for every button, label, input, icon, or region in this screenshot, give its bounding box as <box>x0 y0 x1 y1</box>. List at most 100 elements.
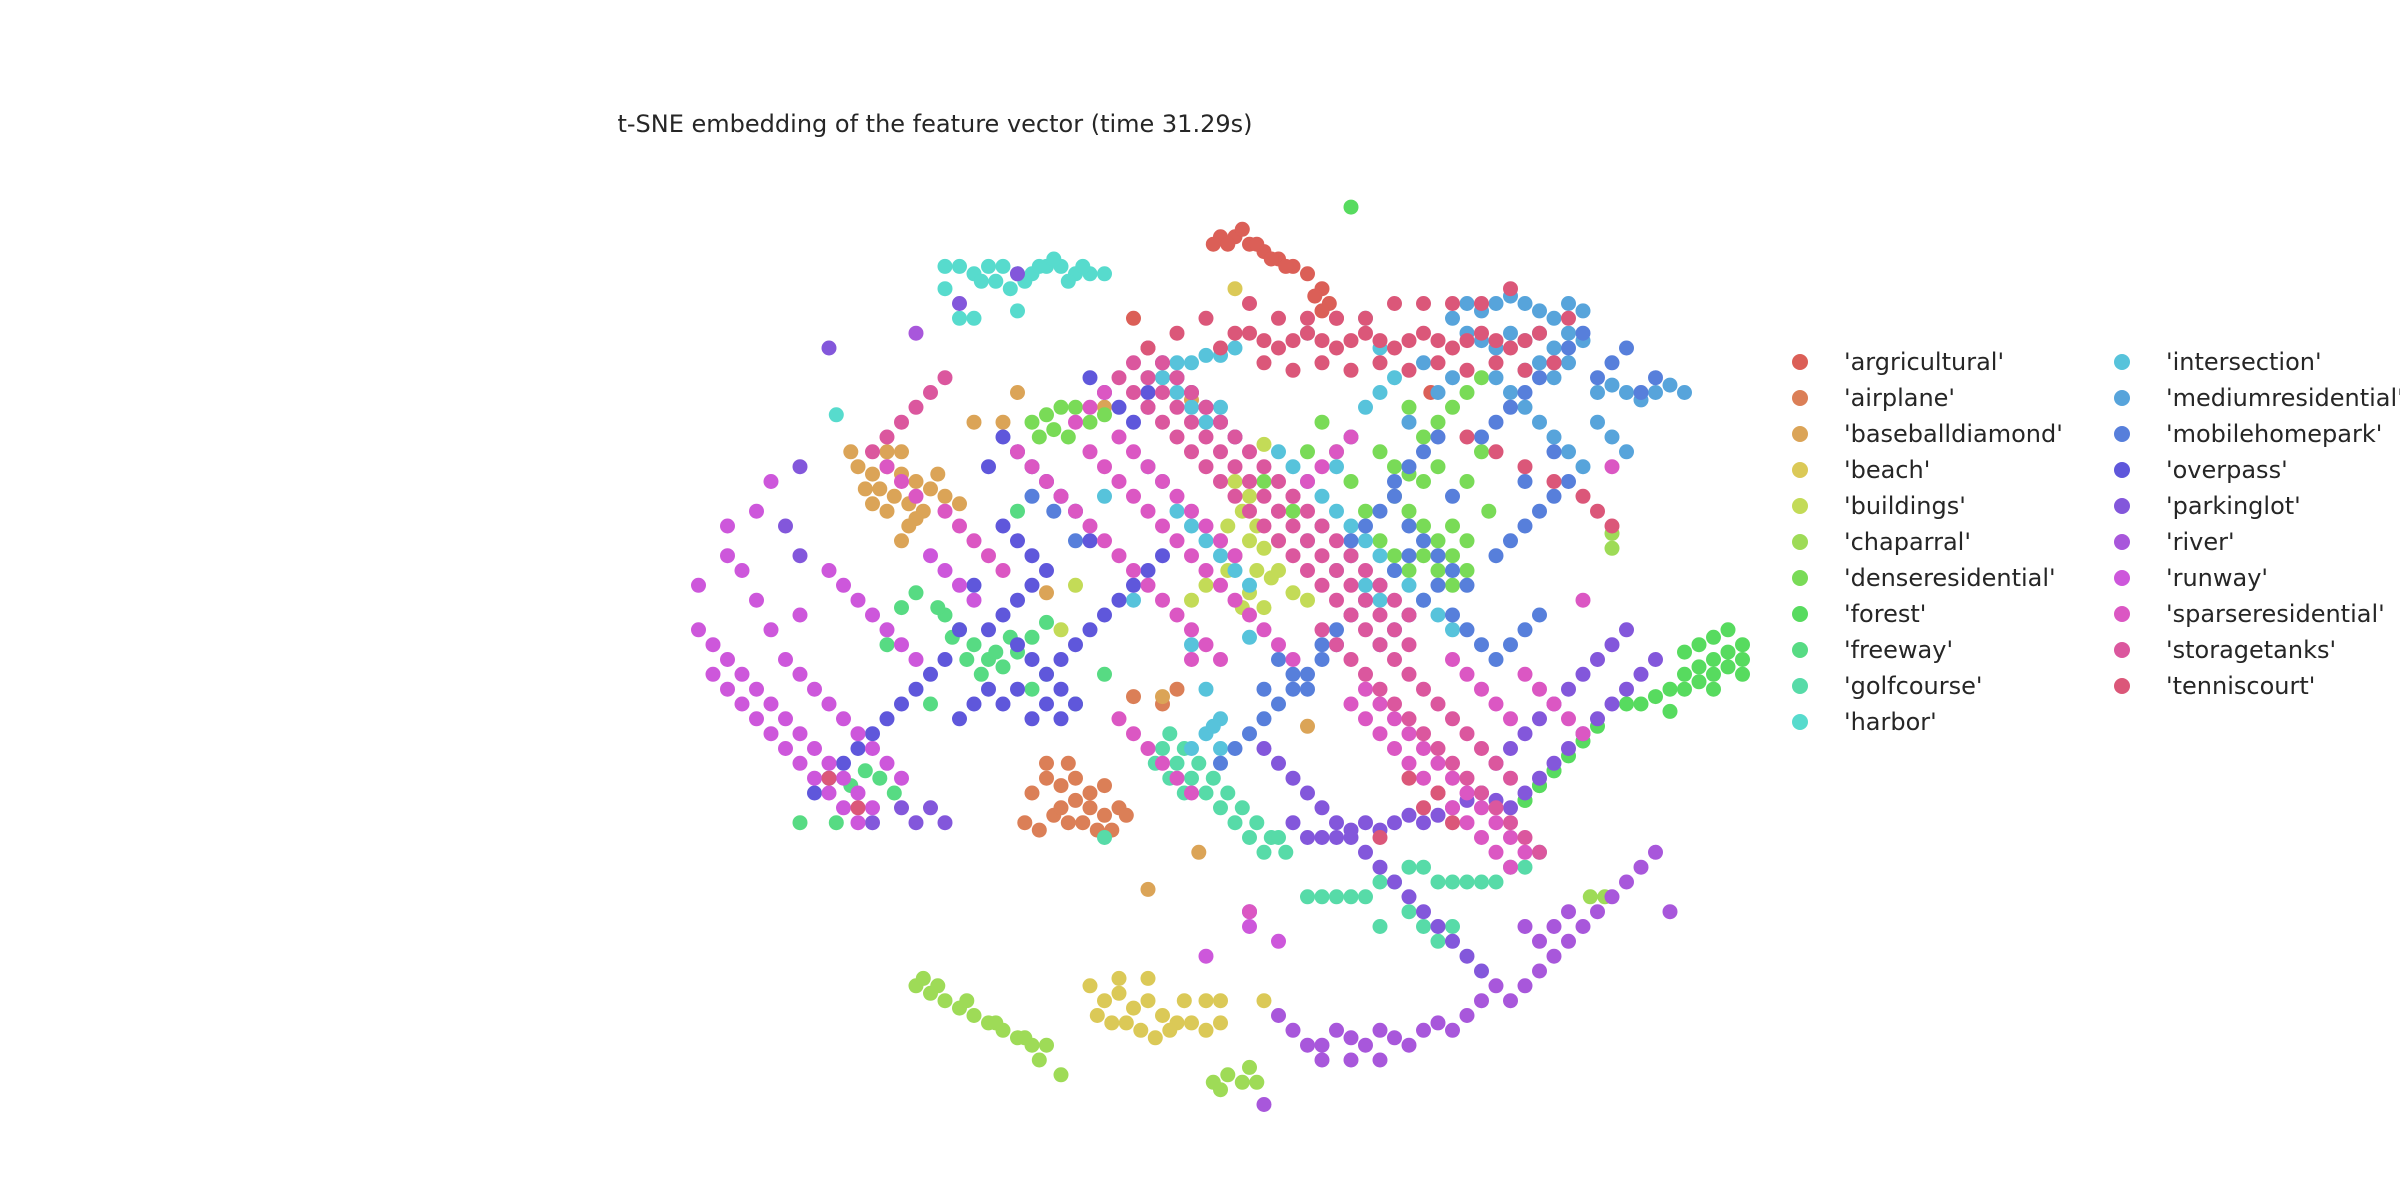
point-runway-21 <box>821 755 837 771</box>
point-harbor-18 <box>966 310 982 326</box>
point-sparseresidential-65 <box>1517 844 1533 860</box>
legend-marker <box>1792 462 1808 478</box>
point-mediumresidential-40 <box>1430 385 1446 400</box>
point-runway-35 <box>836 800 851 816</box>
point-river-29 <box>1314 1052 1330 1068</box>
point-parkinglot-11 <box>1416 904 1431 920</box>
point-golfcourse-3 <box>1198 785 1214 801</box>
point-baseballdiamond-28 <box>1300 718 1315 734</box>
point-intersection-55 <box>1126 592 1141 608</box>
point-sparseresidential-1 <box>1024 459 1040 475</box>
point-sparseresidential-17 <box>1111 474 1127 489</box>
point-chaparral-19 <box>1234 1074 1250 1090</box>
point-airplane-12 <box>1031 822 1047 838</box>
point-river-9 <box>1430 1015 1446 1031</box>
point-denseresidential-17 <box>1445 518 1460 534</box>
point-overpass-32 <box>923 666 938 682</box>
point-mediumresidential-33 <box>1546 370 1562 386</box>
point-mediumresidential-27 <box>1604 377 1620 393</box>
point-overpass-57 <box>1039 696 1054 712</box>
point-sparseresidential-0 <box>1010 444 1025 460</box>
point-mobilehomepark-51 <box>1474 429 1489 445</box>
point-sparseresidential-18 <box>1126 488 1141 504</box>
point-tenniscourt-16 <box>1459 333 1475 349</box>
point-intersection-16 <box>1227 563 1243 578</box>
point-storagetanks-15 <box>1358 563 1373 578</box>
point-runway-18 <box>778 711 793 727</box>
point-mobilehomepark-62 <box>1633 385 1649 400</box>
point-sparseresidential-56 <box>1387 711 1402 727</box>
point-river-5 <box>1372 1022 1388 1038</box>
point-storagetanks-38 <box>1401 637 1417 653</box>
point-storagetanks-6 <box>1227 429 1243 445</box>
point-tenniscourt-24 <box>1285 362 1301 378</box>
point-mediumresidential-7 <box>1546 310 1562 326</box>
point-forest-14 <box>1691 637 1707 653</box>
point-river-8 <box>1416 1022 1431 1038</box>
point-runway-40 <box>865 607 880 623</box>
point-sparseresidential-41 <box>1227 548 1243 564</box>
point-baseballdiamond-30 <box>1140 881 1156 897</box>
point-parkinglot-48 <box>1575 666 1591 682</box>
point-storagetanks-67 <box>865 444 880 460</box>
point-harbor-0 <box>937 258 953 274</box>
point-storagetanks-5 <box>1213 414 1228 430</box>
point-tenniscourt-3 <box>1271 340 1286 356</box>
legend-item-overpass: 'overpass' <box>2114 456 2288 484</box>
point-storagetanks-41 <box>1140 399 1156 415</box>
point-parkinglot-61 <box>778 518 793 534</box>
point-beach-12 <box>1147 1030 1163 1046</box>
point-mobilehomepark-59 <box>1590 370 1605 386</box>
point-runway-1 <box>734 563 750 578</box>
point-storagetanks-49 <box>1256 518 1272 534</box>
point-airplane-20 <box>1060 755 1076 771</box>
point-sparseresidential-32 <box>1097 385 1112 400</box>
point-mediumresidential-16 <box>1546 340 1562 356</box>
point-golfcourse-13 <box>1234 800 1250 816</box>
point-denseresidential-23 <box>1372 533 1388 549</box>
chart-title: t-SNE embedding of the feature vector (t… <box>617 110 1252 138</box>
point-intersection-15 <box>1213 548 1228 564</box>
point-overpass-4 <box>1024 577 1040 593</box>
point-sparseresidential-16 <box>1097 459 1112 475</box>
point-golfcourse-7 <box>1256 844 1272 860</box>
point-tenniscourt-1 <box>1242 325 1257 341</box>
point-freeway-28 <box>1010 503 1025 519</box>
point-tenniscourt-52 <box>1372 830 1388 845</box>
point-sparseresidential-66 <box>1517 666 1533 682</box>
legend-item-denseresidential: 'denseresidential' <box>1792 564 2056 592</box>
point-storagetanks-60 <box>1416 681 1431 697</box>
point-golfcourse-8 <box>1162 726 1178 742</box>
point-parkinglot-3 <box>1300 785 1315 801</box>
point-storagetanks-19 <box>1126 355 1141 371</box>
point-sparseresidential-83 <box>879 459 895 475</box>
point-storagetanks-57 <box>1372 637 1388 653</box>
point-overpass-12 <box>1068 696 1083 712</box>
point-overpass-34 <box>894 696 909 712</box>
point-storagetanks-56 <box>1358 622 1373 638</box>
point-harbor-17 <box>952 310 967 326</box>
point-buildings-21 <box>1068 577 1083 593</box>
point-runway-0 <box>720 548 735 564</box>
point-storagetanks-87 <box>1517 830 1533 845</box>
point-overpass-9 <box>1024 652 1040 667</box>
point-storagetanks-43 <box>1169 429 1185 445</box>
point-mobilehomepark-4 <box>1387 488 1402 504</box>
legend-label: 'storagetanks' <box>2166 636 2336 664</box>
point-sparseresidential-96 <box>1140 741 1156 756</box>
point-forest-24 <box>1677 644 1692 660</box>
series-mediumresidential <box>1401 288 1692 475</box>
point-storagetanks-82 <box>1445 755 1460 771</box>
point-golfcourse-4 <box>1213 800 1228 816</box>
point-parkinglot-51 <box>1619 622 1634 638</box>
point-intersection-9 <box>1213 399 1228 415</box>
point-sparseresidential-19 <box>1140 503 1156 519</box>
series-argricultural <box>1126 221 1439 400</box>
point-airplane-3 <box>1068 792 1083 808</box>
point-parkinglot-32 <box>1517 785 1533 801</box>
point-beach-8 <box>1198 1022 1214 1038</box>
point-parkinglot-39 <box>1619 681 1634 697</box>
point-overpass-0 <box>995 518 1011 534</box>
point-river-7 <box>1401 1037 1417 1053</box>
point-runway-4 <box>778 652 793 667</box>
